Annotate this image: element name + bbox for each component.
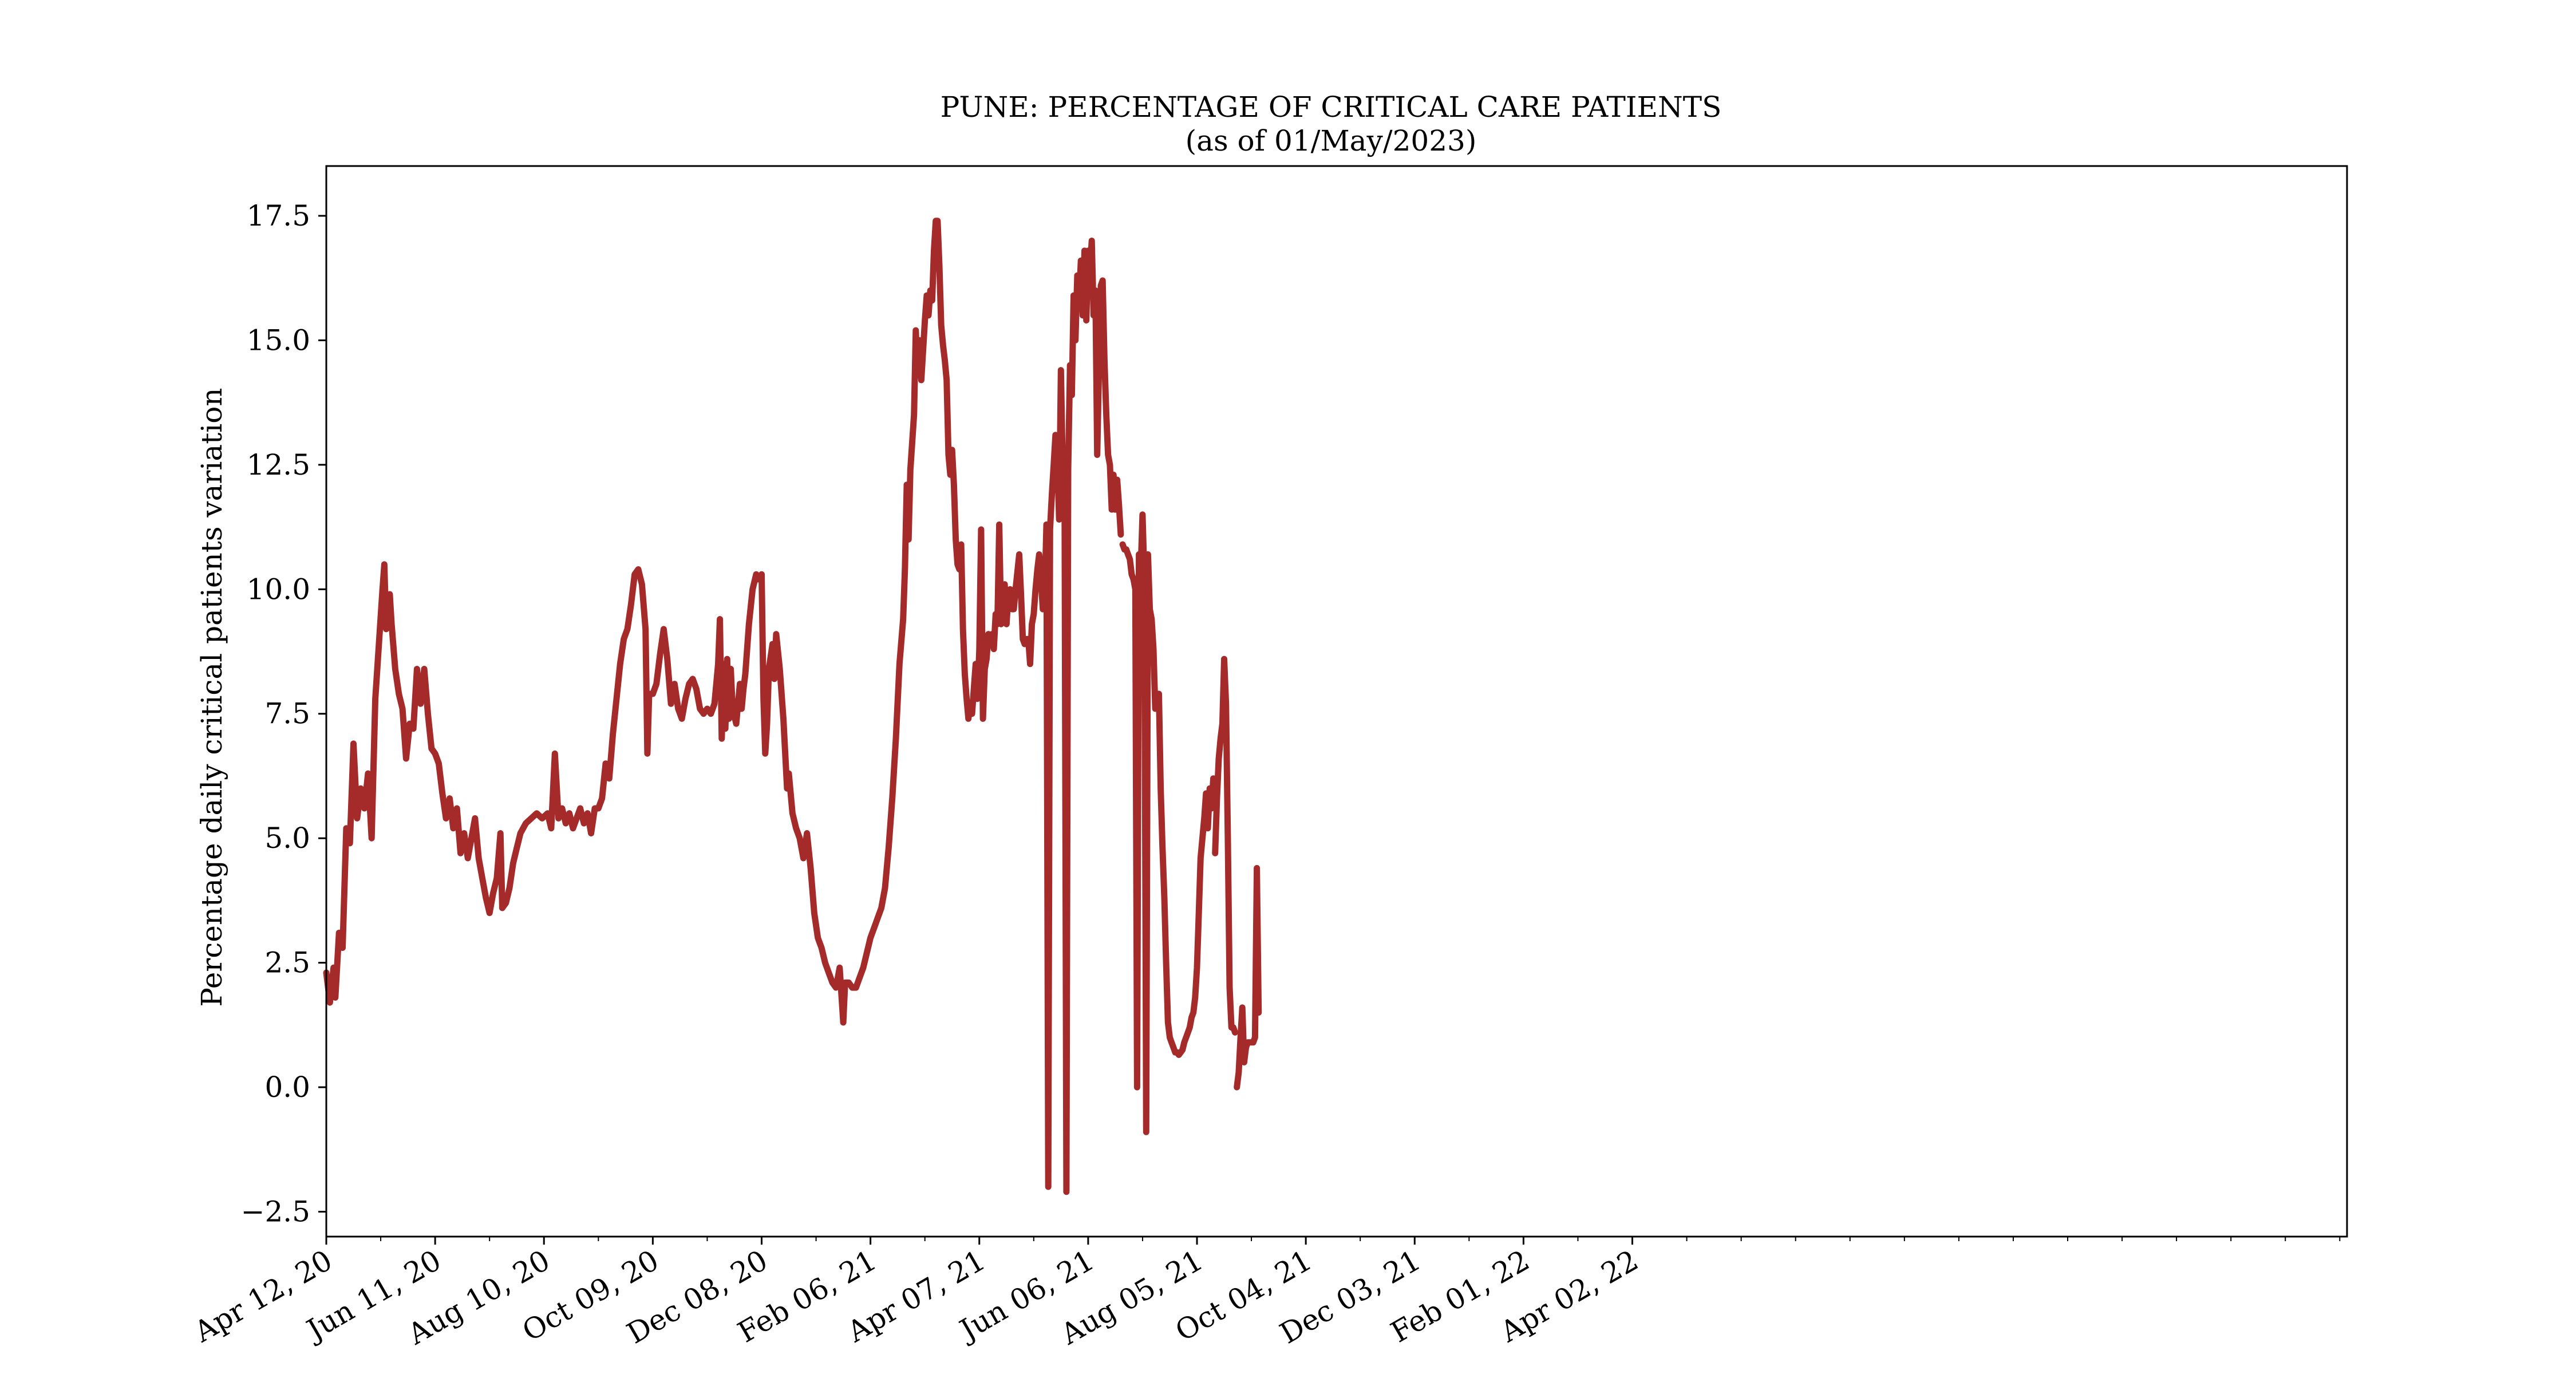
series-line	[1234, 864, 1262, 1091]
chart-title: PUNE: PERCENTAGE OF CRITICAL CARE PATIEN…	[941, 90, 1722, 124]
plot-frame	[325, 165, 2348, 1238]
y-tick-label: 0.0	[264, 1071, 310, 1104]
chart-subtitle: (as of 01/May/2023)	[1186, 124, 1477, 157]
y-tick-label: −2.5	[241, 1195, 310, 1229]
series-line	[323, 218, 1124, 1195]
y-axis-label: Percentage daily critical patients varia…	[195, 388, 228, 1006]
y-tick-label: 7.5	[264, 697, 310, 731]
y-tick-label: 2.5	[264, 946, 310, 980]
series-line	[1212, 656, 1238, 1036]
y-tick-label: 5.0	[264, 822, 310, 855]
y-tick-label: 12.5	[247, 448, 310, 481]
y-tick-label: 17.5	[247, 199, 310, 232]
y-tick-label: 15.0	[247, 323, 310, 357]
y-tick-label: 10.0	[247, 572, 310, 606]
series-line	[1119, 511, 1216, 1135]
